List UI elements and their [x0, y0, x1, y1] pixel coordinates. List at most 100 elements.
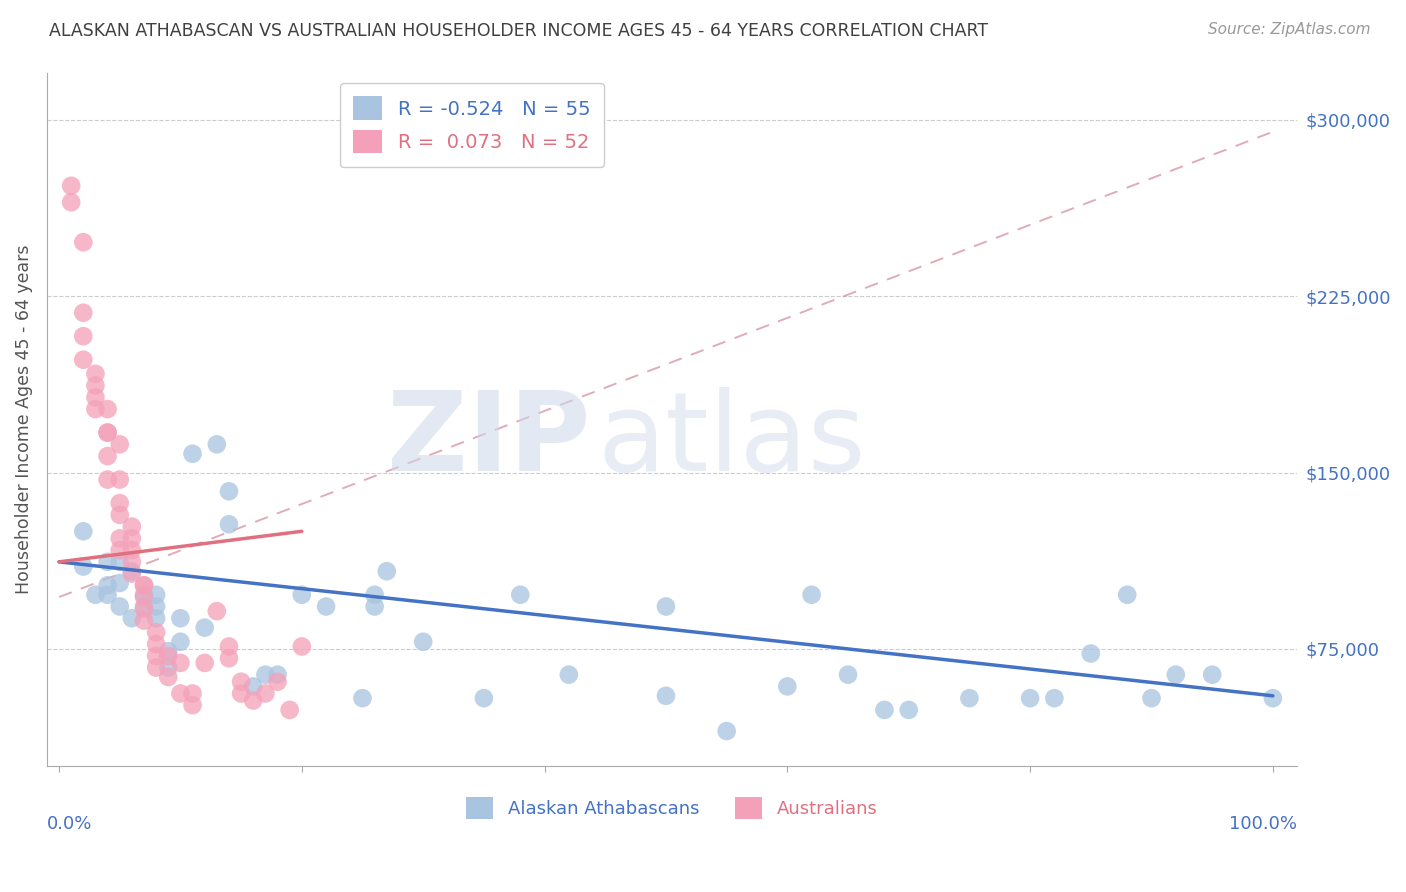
Point: [375, 564, 398, 578]
Point: [655, 599, 678, 614]
Point: [145, 611, 167, 625]
Point: [897, 703, 920, 717]
Point: [181, 686, 204, 700]
Point: [169, 634, 191, 648]
Point: [97, 425, 120, 440]
Point: [132, 578, 155, 592]
Point: [1201, 667, 1223, 681]
Point: [132, 578, 155, 592]
Point: [1116, 588, 1139, 602]
Point: [72, 329, 94, 343]
Point: [84, 378, 107, 392]
Point: [72, 352, 94, 367]
Point: [145, 625, 167, 640]
Point: [132, 590, 155, 604]
Point: [218, 484, 240, 499]
Point: [412, 634, 434, 648]
Point: [181, 447, 204, 461]
Point: [97, 588, 120, 602]
Point: [194, 621, 217, 635]
Y-axis label: Householder Income Ages 45 - 64 years: Householder Income Ages 45 - 64 years: [15, 245, 32, 594]
Point: [1140, 691, 1163, 706]
Point: [84, 402, 107, 417]
Point: [218, 640, 240, 654]
Point: [363, 588, 385, 602]
Point: [72, 235, 94, 250]
Point: [1261, 691, 1284, 706]
Point: [108, 599, 131, 614]
Point: [194, 656, 217, 670]
Point: [242, 680, 264, 694]
Point: [108, 473, 131, 487]
Point: [957, 691, 980, 706]
Point: [121, 611, 143, 625]
Point: [108, 508, 131, 522]
Point: [121, 555, 143, 569]
Legend: Alaskan Athabascans, Australians: Alaskan Athabascans, Australians: [458, 790, 884, 827]
Point: [108, 576, 131, 591]
Point: [72, 306, 94, 320]
Text: Source: ZipAtlas.com: Source: ZipAtlas.com: [1208, 22, 1371, 37]
Point: [97, 402, 120, 417]
Point: [97, 555, 120, 569]
Point: [776, 680, 799, 694]
Point: [84, 588, 107, 602]
Point: [254, 667, 277, 681]
Point: [169, 656, 191, 670]
Point: [121, 564, 143, 578]
Point: [218, 651, 240, 665]
Point: [157, 670, 180, 684]
Point: [229, 674, 252, 689]
Point: [205, 437, 228, 451]
Point: [169, 611, 191, 625]
Text: 0.0%: 0.0%: [46, 815, 93, 833]
Point: [266, 667, 288, 681]
Point: [558, 667, 581, 681]
Point: [837, 667, 859, 681]
Point: [60, 178, 83, 193]
Point: [121, 519, 143, 533]
Point: [72, 524, 94, 539]
Point: [800, 588, 823, 602]
Point: [121, 566, 143, 581]
Point: [254, 686, 277, 700]
Point: [84, 390, 107, 404]
Point: [181, 698, 204, 713]
Point: [352, 691, 374, 706]
Point: [121, 543, 143, 558]
Point: [121, 532, 143, 546]
Point: [145, 648, 167, 663]
Point: [291, 588, 314, 602]
Text: ZIP: ZIP: [388, 387, 591, 494]
Point: [1080, 647, 1102, 661]
Point: [145, 588, 167, 602]
Point: [229, 686, 252, 700]
Point: [873, 703, 896, 717]
Point: [218, 517, 240, 532]
Point: [108, 532, 131, 546]
Point: [242, 693, 264, 707]
Point: [132, 602, 155, 616]
Point: [278, 703, 301, 717]
Point: [472, 691, 495, 706]
Point: [1043, 691, 1066, 706]
Point: [132, 614, 155, 628]
Point: [108, 543, 131, 558]
Point: [716, 724, 738, 739]
Point: [84, 367, 107, 381]
Point: [157, 644, 180, 658]
Text: atlas: atlas: [598, 387, 866, 494]
Point: [205, 604, 228, 618]
Point: [169, 686, 191, 700]
Point: [266, 674, 288, 689]
Point: [1164, 667, 1187, 681]
Point: [60, 195, 83, 210]
Point: [108, 496, 131, 510]
Point: [157, 660, 180, 674]
Point: [132, 599, 155, 614]
Point: [145, 599, 167, 614]
Point: [1019, 691, 1042, 706]
Point: [97, 578, 120, 592]
Point: [97, 473, 120, 487]
Point: [72, 559, 94, 574]
